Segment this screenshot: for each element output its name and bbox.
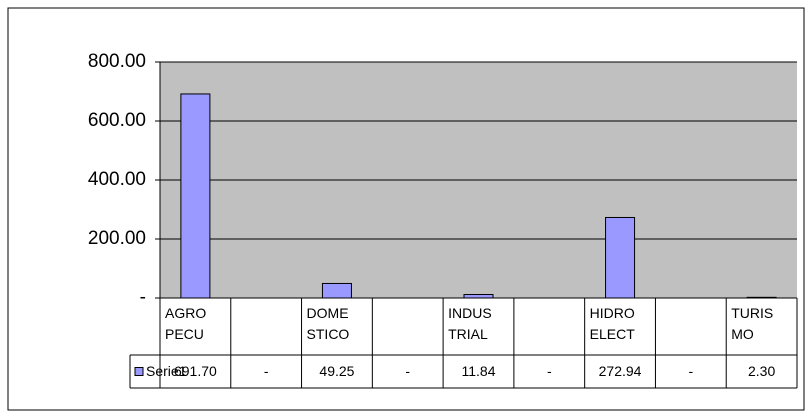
- bar: [321, 282, 352, 299]
- bar: [180, 93, 211, 299]
- legend-swatch: [134, 367, 144, 376]
- category-label: INDUS TRIAL: [448, 305, 492, 342]
- y-tick-label: 800.00: [88, 51, 146, 72]
- table-value: -: [547, 363, 552, 379]
- y-tick-label: -: [140, 287, 146, 308]
- y-tick-label: 400.00: [88, 169, 146, 190]
- table-value: 11.84: [462, 363, 496, 379]
- legend-label: Serie1: [146, 363, 187, 379]
- table-value: -: [405, 363, 410, 379]
- category-label: AGRO PECU: [165, 305, 206, 342]
- bar: [746, 296, 777, 299]
- bar: [605, 216, 636, 299]
- table-value: -: [264, 363, 269, 379]
- category-label: HIDRO ELECT: [590, 305, 636, 342]
- table-value: 49.25: [319, 363, 354, 379]
- category-label: DOME STICO: [307, 305, 350, 342]
- category-label: TURIS MO: [731, 305, 773, 342]
- y-tick-label: 200.00: [88, 228, 146, 249]
- table-value: 691.70: [174, 363, 217, 379]
- bar: [463, 294, 494, 299]
- table-value: 2.30: [748, 363, 775, 379]
- table-value: 272.94: [599, 363, 642, 379]
- y-tick-label: 600.00: [88, 110, 146, 131]
- table-value: -: [688, 363, 693, 379]
